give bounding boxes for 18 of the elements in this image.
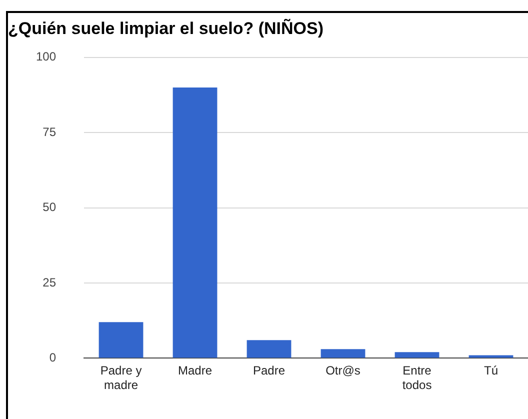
y-tick-label: 25 — [42, 275, 56, 290]
x-tick-label: Entre todos — [402, 364, 432, 392]
y-tick-label: 50 — [42, 200, 56, 214]
bar — [172, 87, 218, 358]
y-tick-label: 100 — [36, 50, 56, 64]
x-tick-label: Padre y madre — [100, 364, 142, 392]
bar — [468, 355, 514, 358]
chart-title: ¿Quién suele limpiar el suelo? (NIÑOS) — [8, 18, 324, 38]
x-tick-label: Padre — [252, 364, 286, 378]
x-tick-label: Tú — [484, 364, 498, 378]
bar — [246, 340, 292, 358]
x-tick-label: Otr@s — [326, 364, 360, 378]
y-tick-label: 0 — [49, 350, 56, 365]
bar — [320, 349, 366, 358]
y-tick-label: 75 — [42, 124, 56, 139]
bar — [394, 352, 440, 358]
bar — [98, 322, 144, 358]
x-tick-label: Madre — [178, 364, 212, 378]
